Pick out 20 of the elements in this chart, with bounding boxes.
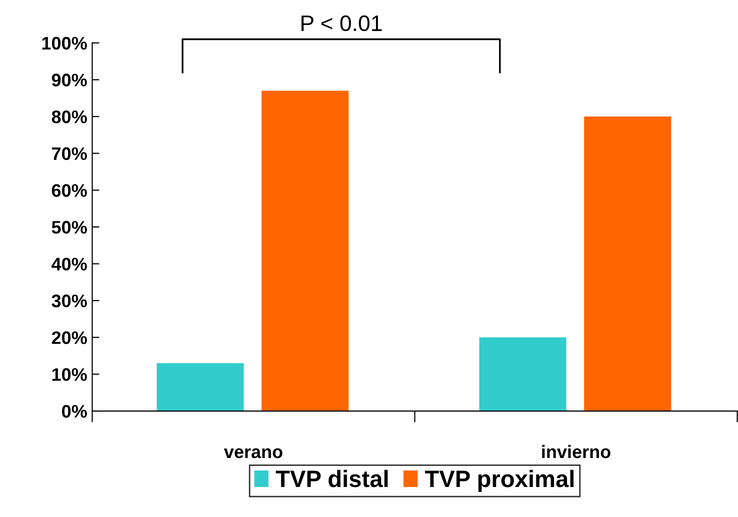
y-tick-label: 80% [52,110,87,124]
y-tick-label: 60% [52,184,87,197]
y-tick-label: 100% [42,36,87,50]
text: P < 0.01 [302,15,382,32]
y-tick-label: 10% [52,368,87,381]
bar [156,363,244,412]
y-tick-label: 70% [52,147,87,160]
x-tick-label: invierno [542,444,610,458]
y-tick-label: 20% [52,331,87,344]
y-tick-label: 40% [52,258,87,270]
y-tick-label: 30% [52,294,87,308]
y-tick-label: 50% [52,220,87,234]
legend-label: TVP proximal [424,470,574,492]
bar [479,337,566,412]
y-tick-label: 90% [52,74,87,86]
bar [584,116,672,412]
y-tick-label: 0% [62,404,87,418]
legend-label: TVP distal [276,470,388,488]
x-tick-label: verano [224,448,282,458]
bar [262,90,349,412]
